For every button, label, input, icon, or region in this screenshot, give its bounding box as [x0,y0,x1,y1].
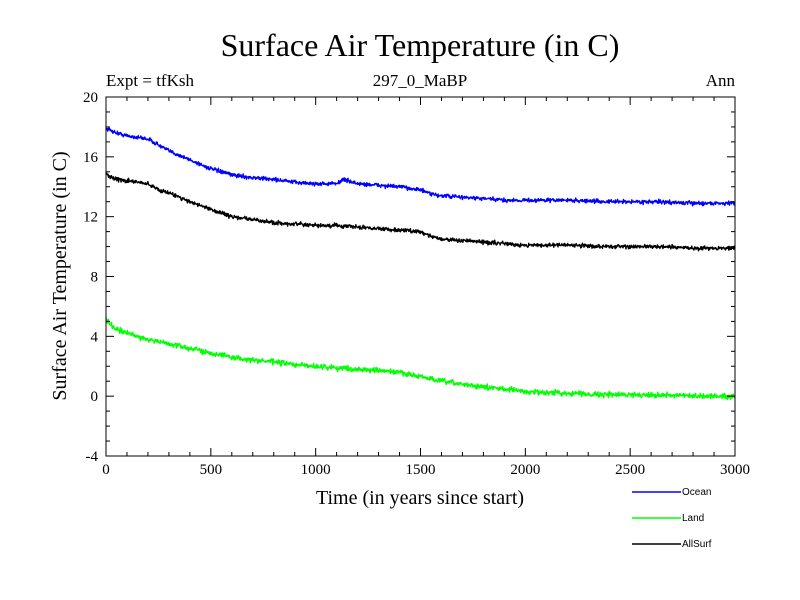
y-tick-label: 0 [91,389,99,405]
series-layer [105,127,736,401]
x-tick-label: 2500 [615,462,645,478]
x-tick-label: 0 [102,462,110,478]
series-line-ocean [105,127,736,207]
y-tick-label: 16 [83,150,99,166]
y-axis-label: Surface Air Temperature (in C) [49,151,71,400]
y-tick-label: 12 [83,210,98,226]
y-tick-label: 8 [91,270,99,286]
y-tick-label: 4 [91,329,99,345]
x-tick-label: 3000 [720,462,750,478]
series-line-land [105,317,736,401]
chart-title: Surface Air Temperature (in C) [221,27,620,63]
x-tick-label: 2000 [510,462,540,478]
season-label: Ann [706,71,736,90]
x-tick-label: 500 [200,462,223,478]
x-tick-label: 1000 [301,462,331,478]
x-axis-label: Time (in years since start) [316,487,524,509]
plot-frame [105,96,736,457]
y-tick-label: -4 [86,449,99,465]
legend-label-ocean: Ocean [682,487,711,498]
y-tick-label: 20 [83,90,98,106]
experiment-label: Expt = tfKsh [106,71,194,90]
x-tick-label: 1500 [406,462,436,478]
series-line-allsurf [105,171,736,252]
subtitle-label: 297_0_MaBP [373,71,467,90]
legend-label-allsurf: AllSurf [682,539,712,550]
legend: Ocean Land AllSurf [632,487,712,550]
legend-label-land: Land [682,513,704,524]
